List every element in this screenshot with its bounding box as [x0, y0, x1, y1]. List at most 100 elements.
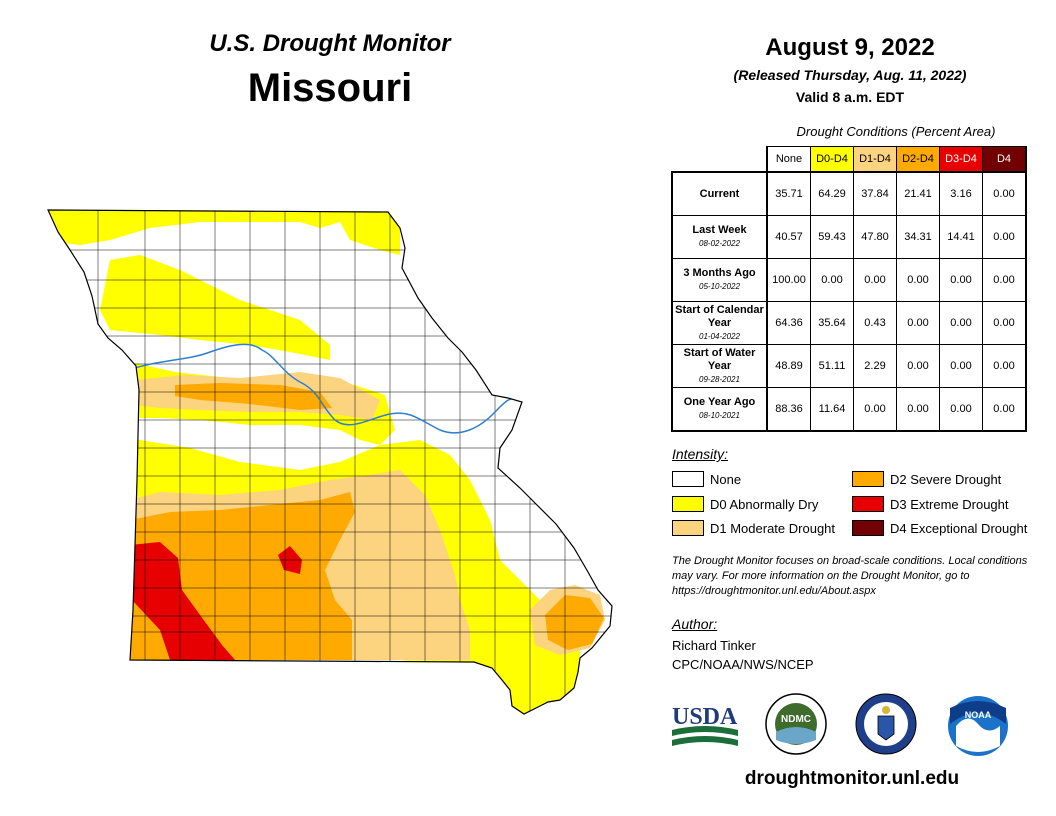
table-cell: 0.43	[853, 301, 897, 345]
row-date: 05-10-2022	[699, 282, 740, 291]
legend-title: Intensity:	[672, 446, 729, 462]
row-label-text: Start of Calendar Year	[675, 303, 764, 329]
brand-title: U.S. Drought Monitor	[209, 30, 451, 57]
legend-item-none: None	[672, 471, 741, 487]
table-cell: 0.00	[853, 387, 897, 432]
noaa-logo-text: NOAA	[965, 710, 992, 720]
release-date: (Released Thursday, Aug. 11, 2022)	[733, 67, 967, 83]
area-d3-southwest	[130, 542, 235, 660]
table-cell: 0.00	[982, 258, 1027, 302]
table-cell: 0.00	[982, 301, 1027, 345]
row-label-text: One Year Ago	[683, 396, 756, 408]
column-header-d4: D4	[982, 146, 1027, 173]
table-cell: 11.64	[810, 387, 854, 432]
table-corner	[672, 146, 768, 173]
valid-time: Valid 8 a.m. EDT	[795, 89, 905, 105]
missouri-river	[134, 343, 523, 434]
missouri-drought-map	[47, 209, 613, 715]
row-label-text: Last Week	[692, 224, 747, 236]
table-cell: 88.36	[766, 387, 811, 432]
table-cell: 100.00	[766, 258, 811, 302]
table-row: 3 Months Ago 05-10-2022 100.00 0.00 0.00 …	[671, 258, 1027, 302]
legend-label: D4 Exceptional Drought	[890, 520, 1028, 536]
table-cell: 0.00	[982, 215, 1027, 259]
usda-wave-icon	[672, 726, 738, 736]
table-cell: 0.00	[896, 301, 940, 345]
table-cell: 34.31	[896, 215, 940, 259]
table-cell: 35.64	[810, 301, 854, 345]
area-d0-north	[48, 210, 400, 255]
table-cell: 2.29	[853, 344, 897, 388]
author-name: Richard Tinker	[672, 638, 756, 653]
table-cell: 0.00	[982, 171, 1027, 216]
drought-conditions-table: None D0-D4 D1-D4 D2-D4 D3-D4 D4 Current …	[671, 146, 1027, 432]
map-date: August 9, 2022	[765, 34, 935, 61]
legend-swatch-d1	[672, 520, 704, 536]
table-cell: 64.29	[810, 171, 854, 216]
legend-item-d1: D1 Moderate Drought	[672, 520, 835, 536]
table-cell: 47.80	[853, 215, 897, 259]
table-cell: 37.84	[853, 171, 897, 216]
author-label: Author:	[672, 616, 718, 632]
column-header-none: None	[766, 146, 811, 173]
table-cell: 0.00	[939, 344, 983, 388]
table-cell: 21.41	[896, 171, 940, 216]
row-label-text: Start of Water Year	[683, 346, 756, 372]
table-cell: 0.00	[853, 258, 897, 302]
column-header-d2-d4: D2-D4	[896, 146, 940, 173]
row-label: Start of Water Year 09-28-2021	[671, 344, 768, 388]
table-cell: 0.00	[896, 387, 940, 432]
row-label: Current	[671, 171, 768, 216]
commerce-seal-logo	[855, 693, 917, 755]
drought-areas	[48, 210, 612, 714]
row-label-text: Current	[699, 187, 740, 200]
legend-label: D3 Extreme Drought	[890, 496, 1009, 512]
ndmc-logo: NDMC	[765, 693, 827, 755]
table-cell: 0.00	[982, 387, 1027, 432]
noaa-gull-icon	[956, 718, 1000, 752]
table-cell: 48.89	[766, 344, 811, 388]
legend-swatch-d4	[852, 520, 884, 536]
table-header-row: None D0-D4 D1-D4 D2-D4 D3-D4 D4	[672, 146, 1027, 173]
website-link[interactable]: droughtmonitor.unl.edu	[744, 768, 960, 789]
shield-icon	[877, 715, 895, 741]
table-cell: 59.43	[810, 215, 854, 259]
row-date: 08-02-2022	[699, 239, 740, 248]
legend-label: None	[710, 471, 742, 487]
table-cell: 0.00	[982, 344, 1027, 388]
table-row: Last Week 08-02-2022 40.57 59.43 47.80 34…	[671, 215, 1027, 259]
table-cell: 0.00	[939, 301, 983, 345]
table-cell: 40.57	[766, 215, 811, 259]
table-row: Start of Water Year 09-28-2021 48.89 51.1…	[671, 344, 1027, 388]
legend-swatch-d3	[852, 496, 884, 512]
row-label: Start of Calendar Year 01-04-2022	[671, 301, 768, 345]
area-d2-bootheel	[545, 595, 604, 650]
area-d2-central	[175, 383, 332, 410]
table-cell: 0.00	[939, 258, 983, 302]
column-header-d0-d4: D0-D4	[810, 146, 854, 173]
row-label: Last Week 08-02-2022	[671, 215, 768, 259]
disclaimer-text: The Drought Monitor focuses on broad-sca…	[672, 555, 1028, 597]
legend-swatch-d2	[852, 471, 884, 487]
row-date: 01-04-2022	[699, 331, 740, 341]
usda-logo-text: USDA	[672, 704, 738, 730]
usda-wave-icon	[672, 736, 738, 746]
ndmc-logo-text: NDMC	[781, 714, 811, 725]
legend-label: D1 Moderate Drought	[710, 520, 836, 536]
table-cell: 0.00	[810, 258, 854, 302]
author-org: CPC/NOAA/NWS/NCEP	[672, 657, 814, 672]
table-cell: 0.00	[939, 387, 983, 432]
table-cell: 35.71	[766, 171, 811, 216]
legend-swatch-none	[672, 471, 704, 487]
row-label-text: 3 Months Ago	[683, 267, 756, 279]
table-cell: 64.36	[766, 301, 811, 345]
column-header-d3-d4: D3-D4	[939, 146, 983, 173]
legend-label: D2 Severe Drought	[890, 471, 1002, 487]
state-title: Missouri	[247, 66, 413, 110]
legend-item-d4: D4 Exceptional Drought	[852, 520, 1027, 536]
state-outline	[47, 209, 613, 715]
legend-item-d2: D2 Severe Drought	[852, 471, 1001, 487]
table-row: One Year Ago 08-10-2021 88.36 11.64 0.00 …	[671, 387, 1027, 432]
table-cell: 0.00	[896, 344, 940, 388]
row-date: 08-10-2021	[699, 411, 740, 420]
